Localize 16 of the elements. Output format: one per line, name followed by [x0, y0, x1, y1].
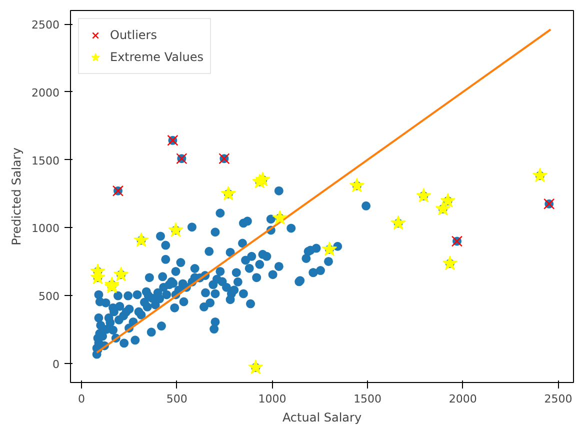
- y-tick-label: 2000: [32, 86, 60, 100]
- x-tick-label: 2500: [544, 392, 572, 406]
- y-tick-label: 0: [52, 358, 60, 371]
- x-axis-title: Actual Salary: [282, 410, 362, 424]
- x-tick-label: 0: [78, 392, 86, 406]
- legend-label: Extreme Values: [110, 50, 204, 64]
- x-tick-label: 2000: [448, 392, 477, 406]
- x-tick-label: 1500: [354, 392, 382, 406]
- x-tick-label: 500: [166, 392, 188, 406]
- y-tick-label: 2500: [32, 18, 60, 32]
- legend-label: Outliers: [110, 28, 157, 42]
- y-tick-label: 1500: [32, 154, 60, 168]
- y-axis-title: Predicted Salary: [10, 148, 24, 246]
- y-tick-label: 1000: [32, 222, 60, 236]
- y-tick-label: 500: [38, 290, 60, 304]
- x-tick-label: 1000: [258, 392, 286, 406]
